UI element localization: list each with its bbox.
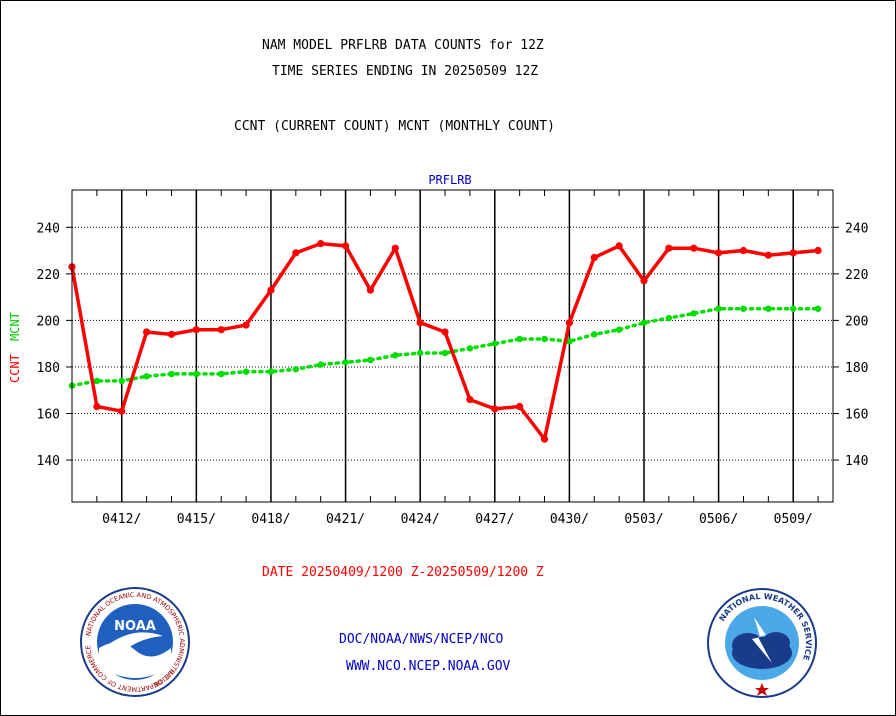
ccnt-point: [93, 402, 101, 411]
y-tick-label-left: 160: [37, 408, 60, 423]
ccnt-point: [540, 435, 549, 443]
noaa-logo: NOAA NATIONAL OCEANIC AND ATMOSPHERIC AD…: [80, 587, 190, 697]
chart-title: NAM MODEL PRFLRB DATA COUNTS for 12Z: [262, 38, 544, 53]
y-tick-label-left: 240: [37, 221, 60, 236]
noaa-logo-center-text: NOAA: [114, 619, 156, 634]
y-tick-label-left: 180: [37, 361, 60, 376]
x-tick-label: 0421/: [326, 512, 365, 527]
x-tick-label: 0424/: [401, 512, 440, 527]
ccnt-point: [789, 249, 797, 257]
ccnt-point: [690, 244, 698, 252]
y-tick-label-left: 220: [37, 268, 60, 283]
x-tick-label: 0503/: [624, 512, 663, 527]
x-tick-label: 0506/: [699, 512, 738, 527]
mcnt-point: [367, 356, 374, 364]
ccnt-point: [739, 246, 748, 255]
ccnt-point: [640, 277, 648, 285]
ccnt-point: [292, 249, 300, 257]
ccnt-point: [267, 286, 275, 294]
chart-subtitle: TIME SERIES ENDING IN 20250509 12Z: [272, 64, 539, 79]
ccnt-point: [665, 244, 673, 252]
x-tick-label: 0415/: [177, 512, 216, 527]
mcnt-point: [292, 366, 300, 373]
mcnt-point: [267, 368, 275, 375]
y-axis-title-ccnt: CCNT: [8, 354, 22, 383]
y-tick-label-right: 140: [845, 454, 868, 469]
y-axis-title: CCNT MCNT: [8, 312, 22, 383]
x-tick-label: 0418/: [251, 512, 290, 527]
ccnt-point: [167, 330, 176, 338]
ccnt-point: [715, 249, 723, 257]
panel-label: PRFLRB: [428, 173, 471, 187]
mcnt-point: [541, 335, 548, 343]
mcnt-point: [466, 345, 474, 352]
mcnt-point: [715, 305, 722, 312]
mcnt-point: [491, 340, 498, 347]
mcnt-point: [93, 377, 101, 385]
mcnt-point: [168, 370, 175, 378]
ccnt-point: [391, 244, 399, 252]
mcnt-point: [615, 326, 623, 333]
mcnt-point: [193, 370, 200, 378]
ccnt-point: [217, 326, 225, 334]
y-tick-label-right: 200: [845, 314, 868, 329]
ccnt-point: [441, 328, 449, 336]
mcnt-point: [740, 305, 747, 312]
mcnt-point: [118, 377, 125, 385]
ccnt-point: [341, 242, 350, 250]
nws-logo: NATIONAL WEATHER SERVICE: [707, 588, 817, 698]
ccnt-point: [118, 407, 126, 415]
legend-caption: CCNT (CURRENT COUNT) MCNT (MONTHLY COUNT…: [234, 119, 555, 134]
y-tick-label-right: 160: [845, 408, 868, 423]
mcnt-point: [516, 335, 523, 343]
ccnt-point: [565, 319, 573, 327]
ccnt-point: [814, 246, 822, 255]
ccnt-point: [764, 251, 772, 259]
x-axis-label: DATE 20250409/1200 Z-20250509/1200 Z: [262, 565, 544, 580]
y-tick-label-right: 180: [845, 361, 868, 376]
mcnt-point: [416, 349, 424, 357]
y-axis-title-mcnt: MCNT: [8, 312, 22, 341]
footer-line-1: DOC/NOAA/NWS/NCEP/NCO: [339, 632, 504, 647]
mcnt-point: [765, 305, 772, 312]
ccnt-point: [590, 253, 598, 262]
x-tick-label: 0509/: [774, 512, 813, 527]
ccnt-point: [242, 321, 250, 329]
mcnt-point: [665, 314, 673, 322]
ccnt-point: [416, 319, 424, 327]
footer-line-2: WWW.NCO.NCEP.NOAA.GOV: [346, 659, 511, 674]
ccnt-point: [466, 395, 474, 404]
mcnt-point: [790, 305, 797, 312]
ccnt-point: [143, 328, 151, 336]
ccnt-line: [70, 241, 820, 441]
mcnt-point: [143, 373, 150, 380]
mcnt-point: [690, 310, 697, 317]
mcnt-point: [591, 331, 598, 338]
y-tick-label-left: 140: [37, 454, 60, 469]
x-tick-label: 0427/: [475, 512, 514, 527]
ccnt-point: [491, 405, 499, 413]
mcnt-point: [317, 361, 324, 368]
mcnt-point: [566, 338, 573, 345]
mcnt-point: [242, 368, 250, 375]
y-tick-label-right: 240: [845, 221, 868, 236]
y-tick-label-right: 220: [845, 268, 868, 283]
mcnt-point: [218, 370, 225, 378]
ccnt-point: [317, 239, 325, 248]
ccnt-point: [615, 242, 623, 250]
plot-border: [71, 189, 834, 503]
mcnt-point: [814, 305, 822, 312]
mcnt-point: [392, 352, 399, 359]
ccnt-point: [192, 326, 200, 334]
ccnt-point: [366, 286, 375, 294]
ccnt-point: [516, 402, 524, 411]
mcnt-point: [441, 349, 449, 357]
mcnt-point: [640, 319, 648, 326]
y-tick-label-left: 200: [37, 314, 60, 329]
mcnt-point: [342, 359, 349, 366]
x-tick-label: 0430/: [550, 512, 589, 527]
x-tick-label: 0412/: [102, 512, 141, 527]
